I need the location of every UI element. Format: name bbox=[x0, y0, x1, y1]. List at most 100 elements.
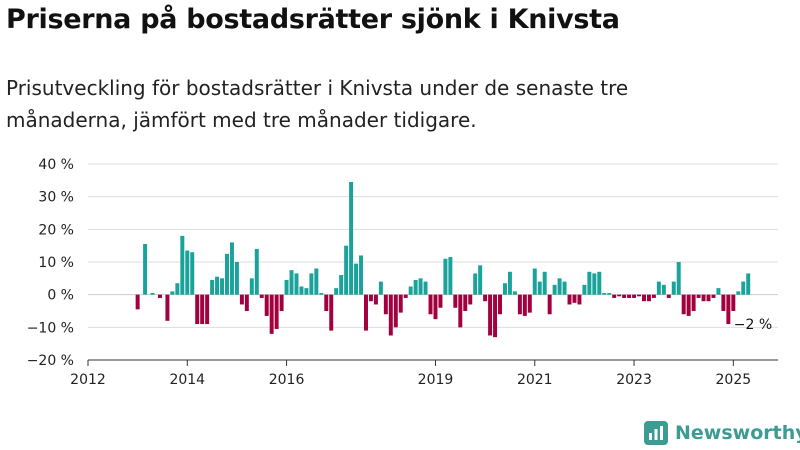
y-tick-label: 10 % bbox=[38, 255, 74, 271]
bar bbox=[547, 294, 552, 315]
bar bbox=[210, 279, 215, 295]
bar bbox=[637, 294, 641, 297]
bar bbox=[403, 294, 408, 298]
bar bbox=[195, 294, 200, 325]
bar bbox=[289, 270, 294, 295]
x-tick-label: 2021 bbox=[517, 372, 553, 388]
chart-logo-icon bbox=[644, 421, 668, 445]
bar bbox=[150, 293, 155, 295]
bar bbox=[225, 253, 229, 295]
bar bbox=[473, 273, 478, 295]
bars bbox=[135, 181, 751, 338]
y-tick-label: 0 % bbox=[47, 288, 74, 304]
bar bbox=[602, 293, 607, 295]
bar bbox=[135, 294, 140, 310]
bar bbox=[220, 278, 225, 295]
bar bbox=[324, 294, 329, 311]
bar bbox=[364, 294, 368, 331]
brand-name: Newsworthy bbox=[675, 422, 800, 444]
bar bbox=[488, 294, 493, 336]
bar bbox=[453, 294, 458, 308]
bar bbox=[512, 291, 517, 295]
bar bbox=[711, 294, 716, 298]
bar bbox=[383, 294, 388, 315]
bar bbox=[577, 294, 582, 305]
bar bbox=[607, 293, 612, 295]
bar bbox=[532, 268, 537, 295]
bar bbox=[279, 294, 284, 311]
bar bbox=[319, 293, 324, 295]
bar bbox=[309, 273, 314, 295]
bar bbox=[185, 250, 190, 295]
bar bbox=[274, 294, 279, 329]
bar bbox=[651, 294, 656, 298]
bar bbox=[408, 286, 413, 295]
bar bbox=[304, 288, 309, 295]
bar bbox=[612, 294, 617, 298]
bar bbox=[175, 283, 180, 295]
bar bbox=[671, 281, 676, 295]
bar bbox=[443, 258, 448, 295]
bar bbox=[359, 255, 364, 295]
bar bbox=[378, 281, 383, 295]
bar bbox=[641, 294, 646, 302]
bar bbox=[527, 294, 532, 313]
bar bbox=[736, 291, 741, 295]
y-tick-label: 30 % bbox=[38, 190, 74, 206]
bar bbox=[373, 294, 378, 305]
bar bbox=[458, 294, 463, 328]
bar bbox=[254, 248, 259, 295]
bar bbox=[368, 294, 373, 302]
bar bbox=[170, 291, 175, 295]
bar bbox=[731, 294, 736, 311]
bar bbox=[622, 294, 627, 298]
bar bbox=[746, 273, 751, 295]
bar bbox=[438, 294, 443, 308]
bar bbox=[567, 294, 572, 305]
bar bbox=[597, 271, 602, 295]
bar bbox=[587, 271, 592, 295]
bar bbox=[418, 278, 423, 295]
bar bbox=[478, 265, 483, 295]
bar bbox=[205, 294, 210, 325]
bar bbox=[349, 181, 354, 295]
bar bbox=[200, 294, 205, 325]
bar bbox=[716, 288, 721, 295]
brand-logo: Newsworthy bbox=[643, 418, 800, 448]
bar bbox=[483, 294, 488, 302]
bar bbox=[180, 235, 185, 295]
bar bbox=[413, 279, 418, 295]
bar bbox=[284, 279, 289, 295]
bar bbox=[661, 284, 666, 295]
x-tick-label: 2019 bbox=[418, 372, 454, 388]
bar bbox=[686, 294, 691, 316]
bar-chart: −20 % −10 % 0 % 10 % 20 % 30 % 40 % 2012 2014 201… bbox=[27, 157, 778, 388]
bar bbox=[646, 294, 651, 302]
bar bbox=[299, 286, 304, 295]
bar bbox=[239, 294, 244, 305]
bar bbox=[423, 281, 428, 295]
bar bbox=[721, 294, 726, 311]
bar bbox=[582, 284, 587, 295]
bar bbox=[676, 262, 681, 295]
y-tick-label: 20 % bbox=[38, 222, 74, 238]
bar bbox=[157, 294, 162, 298]
bar bbox=[234, 262, 239, 295]
bar bbox=[339, 275, 344, 295]
bar bbox=[681, 294, 686, 315]
bar bbox=[557, 278, 562, 295]
bar bbox=[433, 294, 438, 320]
x-tick-label: 2012 bbox=[70, 372, 106, 388]
x-tick-label: 2023 bbox=[616, 372, 652, 388]
x-tick-label: 2025 bbox=[716, 372, 752, 388]
bar bbox=[249, 278, 254, 295]
bar bbox=[493, 294, 498, 338]
bar bbox=[294, 273, 299, 295]
bar bbox=[632, 294, 637, 298]
bar bbox=[468, 294, 473, 305]
bar bbox=[344, 245, 349, 295]
bar bbox=[463, 294, 468, 311]
bar bbox=[190, 252, 195, 295]
bar bbox=[398, 294, 403, 313]
last-value-annotation: −2 % bbox=[734, 317, 772, 333]
